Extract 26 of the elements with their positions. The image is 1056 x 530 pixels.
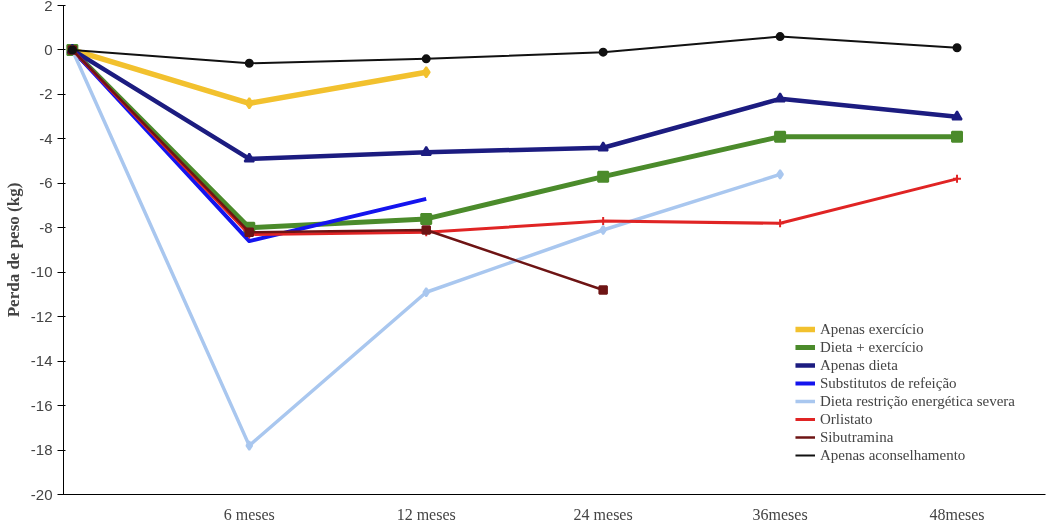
legend-label: Orlistato <box>819 410 873 428</box>
y-tick-label: -6 <box>39 174 53 192</box>
y-tick-label: -20 <box>30 485 53 503</box>
legend-label: Apenas exercício <box>819 320 924 338</box>
y-tick-label: -8 <box>39 218 53 236</box>
y-tick-label: -10 <box>30 263 53 281</box>
y-tick-label: 2 <box>44 0 53 14</box>
y-tick-label: -18 <box>30 441 53 459</box>
x-tick-label: 12 meses <box>396 505 456 523</box>
legend-label: Substitutos de refeição <box>819 374 957 392</box>
y-tick-label: -12 <box>30 307 53 325</box>
x-tick-label: 36meses <box>752 505 808 523</box>
legend-label: Dieta restrição energética severa <box>819 392 1015 410</box>
y-axis-title: Perda de peso (kg) <box>3 182 23 318</box>
y-tick-label: -2 <box>39 85 53 103</box>
y-tick-label: -16 <box>30 396 53 414</box>
y-tick-label: -14 <box>30 352 53 370</box>
x-tick-label: 6 meses <box>223 505 275 523</box>
y-tick-label: -4 <box>39 129 53 147</box>
x-tick-label: 48meses <box>929 505 985 523</box>
y-tick-label: 0 <box>44 40 53 58</box>
legend-label: Dieta + exercício <box>819 338 924 356</box>
legend-label: Apenas dieta <box>819 356 898 374</box>
x-tick-label: 24 meses <box>573 505 633 523</box>
legend-label: Apenas aconselhamento <box>819 446 966 464</box>
legend-label: Sibutramina <box>819 428 894 446</box>
